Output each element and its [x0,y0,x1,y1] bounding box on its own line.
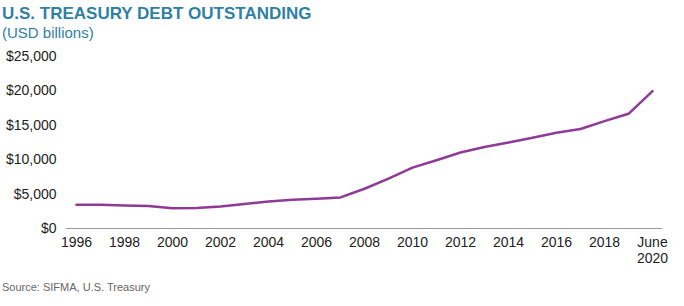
svg-text:2010: 2010 [397,234,428,250]
html-text:U.S. TREASURY DEBT OUTSTANDING: U.S. TREASURY DEBT OUTSTANDING [2,4,312,23]
svg-text:1998: 1998 [109,234,140,250]
svg-text:2012: 2012 [445,234,476,250]
svg-text:2004: 2004 [253,234,284,250]
html-text:Source: SIFMA, U.S. Treasury: Source: SIFMA, U.S. Treasury [2,281,150,293]
svg-text:2002: 2002 [205,234,236,250]
svg-text:$20,000: $20,000 [6,82,57,98]
svg-text:$25,000: $25,000 [6,48,57,64]
svg-text:2018: 2018 [589,234,620,250]
svg-text:2008: 2008 [349,234,380,250]
html-text:(USD billions): (USD billions) [2,24,94,41]
svg-text:2006: 2006 [301,234,332,250]
svg-text:$10,000: $10,000 [6,151,57,167]
svg-text:$0: $0 [41,220,57,236]
svg-text:$15,000: $15,000 [6,117,57,133]
svg-text:2000: 2000 [157,234,188,250]
svg-text:2016: 2016 [541,234,572,250]
svg-text:1996: 1996 [61,234,92,250]
svg-text:2014: 2014 [493,234,524,250]
svg-text:$5,000: $5,000 [14,186,57,202]
svg-text:June2020: June2020 [637,234,668,265]
